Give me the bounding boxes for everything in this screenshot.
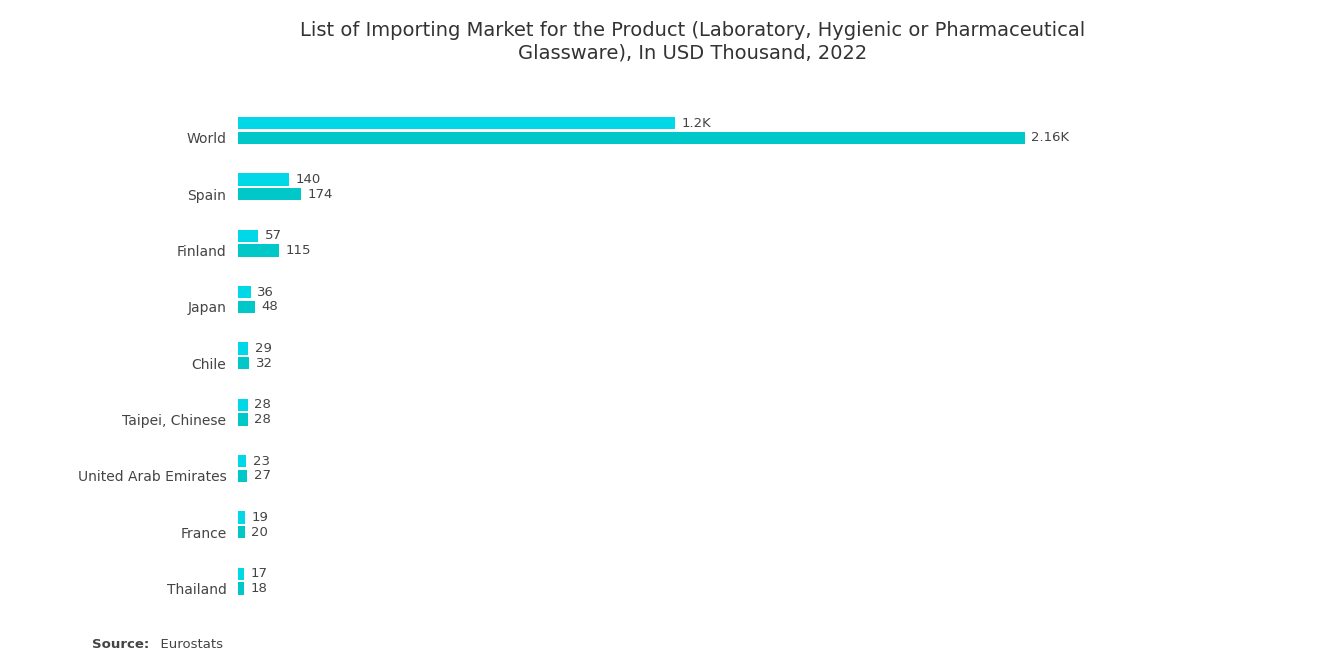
Bar [238,286,251,299]
Text: 29: 29 [255,342,272,355]
Bar [238,526,246,538]
Text: 57: 57 [265,229,282,242]
Bar [238,229,259,242]
Text: 115: 115 [286,244,312,257]
Text: 140: 140 [296,173,321,186]
Bar [238,301,255,313]
Bar [238,357,249,369]
Text: 23: 23 [252,455,269,467]
Title: List of Importing Market for the Product (Laboratory, Hygienic or Pharmaceutical: List of Importing Market for the Product… [301,21,1085,63]
Text: 27: 27 [253,469,271,482]
Bar [238,582,244,595]
Bar [238,132,1024,144]
Text: 1.2K: 1.2K [681,116,711,130]
Bar [238,511,244,523]
Text: 48: 48 [261,301,279,313]
Text: 174: 174 [308,188,333,201]
Text: 17: 17 [251,567,268,581]
Bar [238,413,248,426]
Text: 28: 28 [255,413,271,426]
Bar [238,117,675,130]
Bar [238,188,301,200]
Bar [238,174,289,186]
Text: 28: 28 [255,398,271,411]
Text: 36: 36 [257,286,275,299]
Text: 2.16K: 2.16K [1031,131,1069,144]
Text: 20: 20 [251,525,268,539]
Bar [238,398,248,411]
Text: 32: 32 [256,356,273,370]
Text: 19: 19 [251,511,268,524]
Bar [238,567,244,580]
Text: Source:: Source: [92,638,149,652]
Bar [238,244,280,257]
Bar [238,342,248,354]
Bar [238,455,246,467]
Text: Eurostats: Eurostats [152,638,223,652]
Text: 18: 18 [251,582,268,595]
Bar [238,469,247,482]
